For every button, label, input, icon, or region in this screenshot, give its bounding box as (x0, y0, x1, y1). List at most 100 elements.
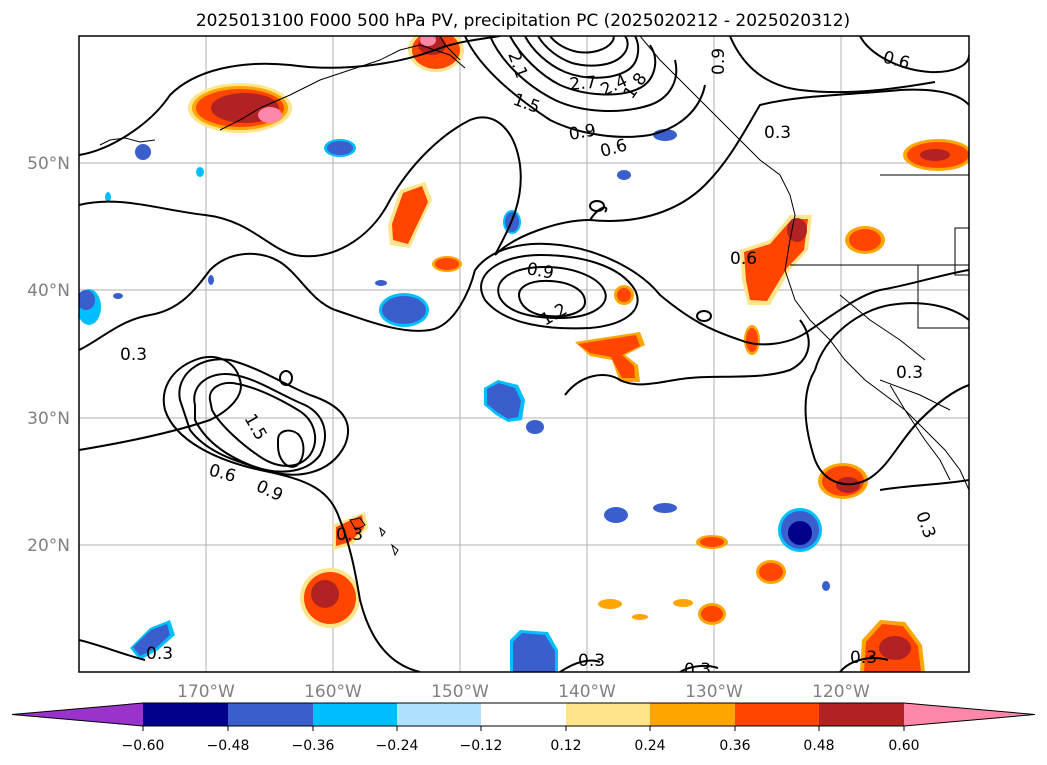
contour-0-3-baja (804, 369, 969, 486)
precip-area-nw-coast (903, 139, 969, 171)
precip-area-central-north (388, 182, 432, 248)
contour-label-0-6-coast: 0.6 (730, 249, 757, 269)
colorbar-label-1: −0.60 (122, 738, 165, 754)
contour-0-3-sw (79, 639, 146, 661)
lon-label-150w: 150°W (431, 682, 489, 702)
colorbar: −0.60 −0.48 −0.36 −0.24 −0.12 0.12 0.24 … (11, 702, 1036, 754)
colorbar-segment-3 (313, 703, 397, 726)
contour-0-3-south (79, 355, 421, 672)
contour-0-3-bottom-3 (839, 657, 889, 672)
contour-0-6-east (729, 36, 936, 94)
contour-label-2-7-north: 2.7 (569, 73, 598, 95)
contour-0-3-southeast (564, 319, 810, 396)
contour-0-3-mid (79, 116, 591, 258)
border-nevada (917, 265, 969, 329)
coast-north-america (639, 36, 969, 491)
precip-neg-area-30n (484, 380, 544, 434)
map-border (78, 35, 970, 673)
contour-label-0-3-south-2: 0.3 (684, 660, 711, 680)
contour-0-9-west (193, 373, 326, 473)
contour-label-0-3-se: 0.3 (850, 648, 877, 668)
contour-1-5-north (524, 36, 640, 79)
contour-0-3-east (589, 88, 969, 222)
map-content: 0.3 0.3 0.3 0.3 0.3 0.3 0.3 0.3 0.3 0.6 … (79, 36, 969, 680)
precip-area-gulf-alaska (408, 36, 464, 72)
contour-label-0-3-coast: 0.3 (896, 363, 923, 383)
contour-0-3-bottom-2 (679, 664, 719, 672)
precip-area-mid-pacific (575, 285, 645, 382)
lake-utah (954, 227, 969, 276)
lon-label-170w: 170°W (177, 682, 235, 702)
colorbar-extend-right (904, 703, 1035, 726)
contour-1-2-north (509, 36, 657, 96)
lat-label-50n: 50°N (27, 154, 70, 174)
coast-hawaii (349, 517, 399, 557)
precip-neg-area-south (130, 620, 558, 672)
map-panel (79, 36, 969, 672)
colorbar-label-7: 0.24 (634, 738, 665, 754)
coast-alaska (219, 44, 466, 131)
contour-0-9-central (497, 265, 607, 320)
contour-0-3-west (79, 252, 476, 351)
contour-0-6-ne (859, 36, 969, 74)
colorbar-label-2: −0.48 (207, 738, 250, 754)
contour-label-0-3-south: 0.3 (578, 651, 605, 671)
colorbar-segment-2 (228, 703, 313, 726)
colorbar-segment-7 (650, 703, 735, 726)
colorbar-label-9: 0.48 (803, 738, 834, 754)
contour-1-2-central (518, 279, 587, 318)
colorbar-label-10: 0.60 (888, 738, 919, 754)
lat-label-20n: 20°N (27, 536, 70, 556)
contour-small-ring-2 (696, 310, 712, 322)
coast-aleutians (99, 137, 156, 146)
colorbar-segment-8 (735, 703, 819, 726)
precip-area-small-1 (432, 256, 462, 272)
precip-area-oregon-coast (740, 215, 812, 305)
contour-0-3-bottom (559, 659, 601, 672)
contour-label-0-9-ne: 0.9 (709, 48, 729, 75)
longitude-labels: 170°W 160°W 150°W 140°W 130°W 120°W (177, 682, 870, 702)
contour-2-1-north (549, 36, 615, 54)
precip-area-alaska (188, 83, 292, 133)
contour-0-3-edge (879, 479, 969, 491)
precip-area-coast-small (744, 226, 885, 355)
precip-positive-areas (188, 36, 969, 672)
contour-0-3-north (79, 36, 501, 156)
figure-title: 2025013100 F000 500 hPa PV, precipitatio… (196, 11, 850, 31)
lon-label-140w: 140°W (558, 682, 616, 702)
precip-area-hawaii (300, 512, 368, 628)
colorbar-segment-5 (481, 703, 566, 726)
precip-area-baja (818, 463, 868, 499)
coastlines (99, 36, 969, 557)
colorbar-extend-left (12, 703, 143, 726)
colorbar-segment-1 (143, 703, 228, 726)
contour-label-0-3-hawaii: 0.3 (336, 525, 363, 545)
border-mexico (879, 379, 951, 411)
contour-label-0-9-north: 0.9 (567, 121, 597, 145)
lat-label-30n: 30°N (27, 409, 70, 429)
colorbar-ticks (142, 726, 905, 731)
precip-negative-areas (79, 129, 830, 672)
colorbar-label-4: −0.24 (376, 738, 419, 754)
contour-0-3-coast (814, 302, 969, 371)
colorbar-label-5: −0.12 (460, 738, 503, 754)
coast-alaska-gulf (439, 36, 461, 61)
contour-label-0-9-central: 0.9 (525, 259, 555, 283)
lon-label-120w: 120°W (812, 682, 870, 702)
colorbar-segment-4 (397, 703, 481, 726)
contour-0-9-north (489, 36, 678, 113)
contour-1-5-west (208, 382, 317, 467)
colorbar-label-8: 0.36 (719, 738, 750, 754)
colorbar-label-6: 0.12 (550, 738, 581, 754)
contour-0-3-central (474, 242, 969, 346)
colorbar-segment-9 (819, 703, 904, 726)
colorbar-tick-labels: −0.60 −0.48 −0.36 −0.24 −0.12 0.12 0.24 … (122, 738, 920, 754)
precip-area-tropics (598, 535, 786, 625)
latitude-labels: 50°N 40°N 30°N 20°N (27, 154, 70, 556)
contour-0-6-central (480, 253, 639, 330)
contour-label-0-3-sw: 0.3 (146, 644, 173, 664)
pv-contours (79, 36, 969, 672)
lon-label-160w: 160°W (304, 682, 362, 702)
contour-1-8-west (277, 429, 305, 468)
